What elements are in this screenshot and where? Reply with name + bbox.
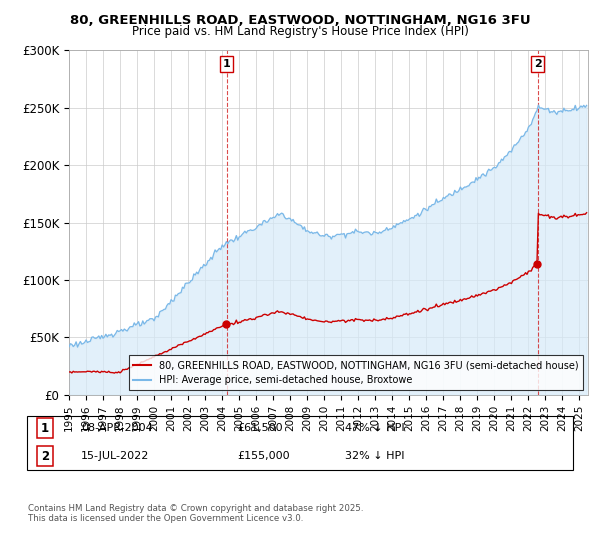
- Text: 1: 1: [223, 59, 230, 69]
- Text: £61,500: £61,500: [237, 423, 283, 433]
- Text: 2: 2: [41, 450, 49, 463]
- Text: £155,000: £155,000: [237, 451, 290, 461]
- Text: 1: 1: [41, 422, 49, 435]
- Legend: 80, GREENHILLS ROAD, EASTWOOD, NOTTINGHAM, NG16 3FU (semi-detached house), HPI: : 80, GREENHILLS ROAD, EASTWOOD, NOTTINGHA…: [128, 356, 583, 390]
- Text: 2: 2: [534, 59, 542, 69]
- Text: 80, GREENHILLS ROAD, EASTWOOD, NOTTINGHAM, NG16 3FU: 80, GREENHILLS ROAD, EASTWOOD, NOTTINGHA…: [70, 14, 530, 27]
- Text: Contains HM Land Registry data © Crown copyright and database right 2025.
This d: Contains HM Land Registry data © Crown c…: [28, 504, 364, 524]
- Text: 08-APR-2004: 08-APR-2004: [81, 423, 153, 433]
- Text: 47% ↓ HPI: 47% ↓ HPI: [345, 423, 404, 433]
- Text: 32% ↓ HPI: 32% ↓ HPI: [345, 451, 404, 461]
- Text: 15-JUL-2022: 15-JUL-2022: [81, 451, 149, 461]
- Text: Price paid vs. HM Land Registry's House Price Index (HPI): Price paid vs. HM Land Registry's House …: [131, 25, 469, 38]
